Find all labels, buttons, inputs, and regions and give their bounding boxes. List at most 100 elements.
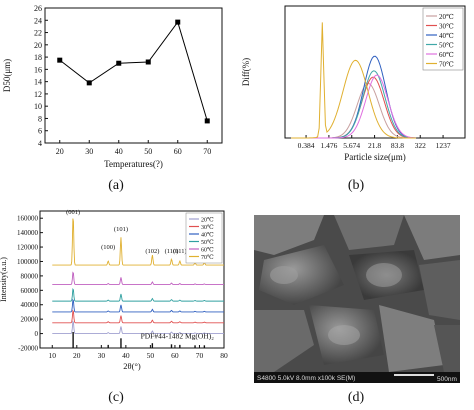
peak-label: (100) [101, 244, 115, 251]
legend-label: 60℃ [201, 247, 214, 254]
sem-scale-label: 500nm [437, 376, 457, 383]
data-point [116, 60, 122, 66]
x-tick-label: 20 [73, 351, 81, 360]
sem-flake [434, 325, 460, 372]
chart-c: -20000 0 20000 40000 60000 80000 100000 120000 1… [0, 209, 228, 371]
plot-frame [39, 210, 225, 349]
series-line [291, 76, 417, 139]
xrd-pattern [52, 298, 224, 313]
legend-label: 60℃ [439, 51, 454, 59]
panel-label-a: (a) [108, 178, 124, 193]
x-axis-title: Particle size(μm) [344, 152, 406, 162]
y-tick-label: 16 [34, 65, 42, 74]
y-tick-label: 14 [34, 78, 42, 87]
y-tick-label: 22 [34, 29, 42, 38]
reference-label: PDF#44-1482 Mg(OH)₂ [141, 332, 215, 341]
y-tick-label: 60000 [21, 287, 39, 295]
panel-label-c: (c) [108, 390, 124, 405]
xrd-pattern [52, 320, 224, 335]
x-tick-label: 50 [147, 351, 155, 360]
legend-label: 40℃ [439, 32, 454, 40]
y-tick-label: 160000 [17, 215, 39, 223]
sem-flake [254, 310, 314, 372]
x-tick-label: 21.8 [368, 141, 381, 150]
y-tick-label: 140000 [17, 229, 39, 237]
y-tick-label: 40000 [21, 301, 39, 309]
y-tick-label: 4 [38, 139, 42, 148]
legend-box [422, 7, 464, 71]
sem-flake [404, 215, 460, 260]
y-tick-label: 10 [34, 102, 42, 111]
peak-label: (110) [165, 248, 179, 255]
xrd-pattern [52, 287, 224, 302]
x-tick-label: 70 [203, 147, 211, 156]
x-tick-label: 30 [98, 351, 106, 360]
x-tick-label: 70 [196, 351, 204, 360]
x-tick-label: 20 [56, 147, 64, 156]
y-tick-label: 20 [34, 41, 42, 50]
legend-label: 20℃ [201, 217, 214, 224]
plot-frame [44, 7, 223, 144]
peak-label: (102) [145, 248, 159, 255]
legend-label: 40℃ [201, 232, 214, 239]
data-point [175, 19, 181, 25]
sem-flake [379, 305, 444, 372]
sem-flake [334, 215, 404, 250]
x-tick-label: 40 [115, 147, 123, 156]
peak-label: (111) [173, 248, 187, 255]
x-tick-label: 0.384 [298, 141, 315, 150]
y-tick-label: 80000 [21, 272, 39, 280]
y-axis-title: Intensity(a.u.) [0, 257, 8, 302]
y-tick-label: 100000 [17, 258, 39, 266]
data-point [204, 118, 210, 124]
legend-label: 70℃ [439, 61, 454, 69]
series-line [291, 82, 417, 139]
legend-label: 50℃ [439, 42, 454, 50]
chart-a: 4 6 8 10 12 14 16 18 20 22 24 26 20 30 40 50 60 70 Tempera… [2, 4, 223, 169]
y-tick-label: 0 [35, 330, 39, 338]
x-tick-label: 80 [220, 351, 228, 360]
sem-scale-bar [394, 374, 434, 376]
x-tick-label: 83.8 [391, 141, 404, 150]
sem-flake [259, 245, 344, 305]
x-tick-label: 30 [85, 147, 93, 156]
xrd-pattern [52, 271, 224, 285]
sem-info-text: S4800 5.0kV 8.0mm x100k SE(M) [257, 375, 355, 382]
y-tick-label: 12 [34, 90, 42, 99]
x-axis-title: 2θ(°) [123, 361, 141, 371]
data-point [86, 80, 92, 86]
y-tick-label: -20000 [18, 345, 38, 353]
peak-label: (101) [114, 226, 128, 233]
x-tick-label: 60 [171, 351, 179, 360]
y-tick-label: 8 [38, 114, 42, 123]
x-tick-label: 10 [49, 351, 57, 360]
sem-image: S4800 5.0kV 8.0mm x100k SE(M) 500nm [254, 215, 460, 383]
x-tick-label: 1.476 [320, 141, 337, 150]
panel-label-d: (d) [347, 390, 365, 405]
series-line [291, 22, 417, 139]
y-tick-label: 26 [34, 4, 42, 13]
y-tick-label: 120000 [17, 244, 39, 252]
y-tick-label: 24 [34, 16, 42, 25]
legend-label: 50℃ [201, 239, 214, 246]
x-tick-label: 1237 [436, 141, 451, 150]
peak-label: (001) [66, 209, 80, 216]
data-line [59, 21, 208, 122]
data-point [145, 59, 151, 65]
x-tick-label: 5.674 [343, 141, 360, 150]
x-axis-title: Temperatures(?) [104, 159, 163, 169]
xrd-pattern [52, 309, 224, 324]
y-axis-title: D50(μm) [2, 59, 12, 92]
data-point [57, 57, 63, 63]
legend-box [185, 212, 223, 264]
y-tick-label: 20000 [21, 316, 39, 324]
y-tick-label: 18 [34, 53, 42, 62]
x-tick-label: 40 [122, 351, 130, 360]
legend-label: 30℃ [439, 23, 454, 31]
sem-flake [419, 260, 460, 320]
chart-b: 0.384 1.476 5.674 21.8 83.8 322 1237 Particle s… [241, 5, 466, 162]
y-axis-title: Diff(%) [241, 58, 251, 86]
y-tick-label: 6 [38, 127, 42, 136]
x-tick-label: 60 [174, 147, 182, 156]
legend-label: 70℃ [201, 254, 214, 261]
